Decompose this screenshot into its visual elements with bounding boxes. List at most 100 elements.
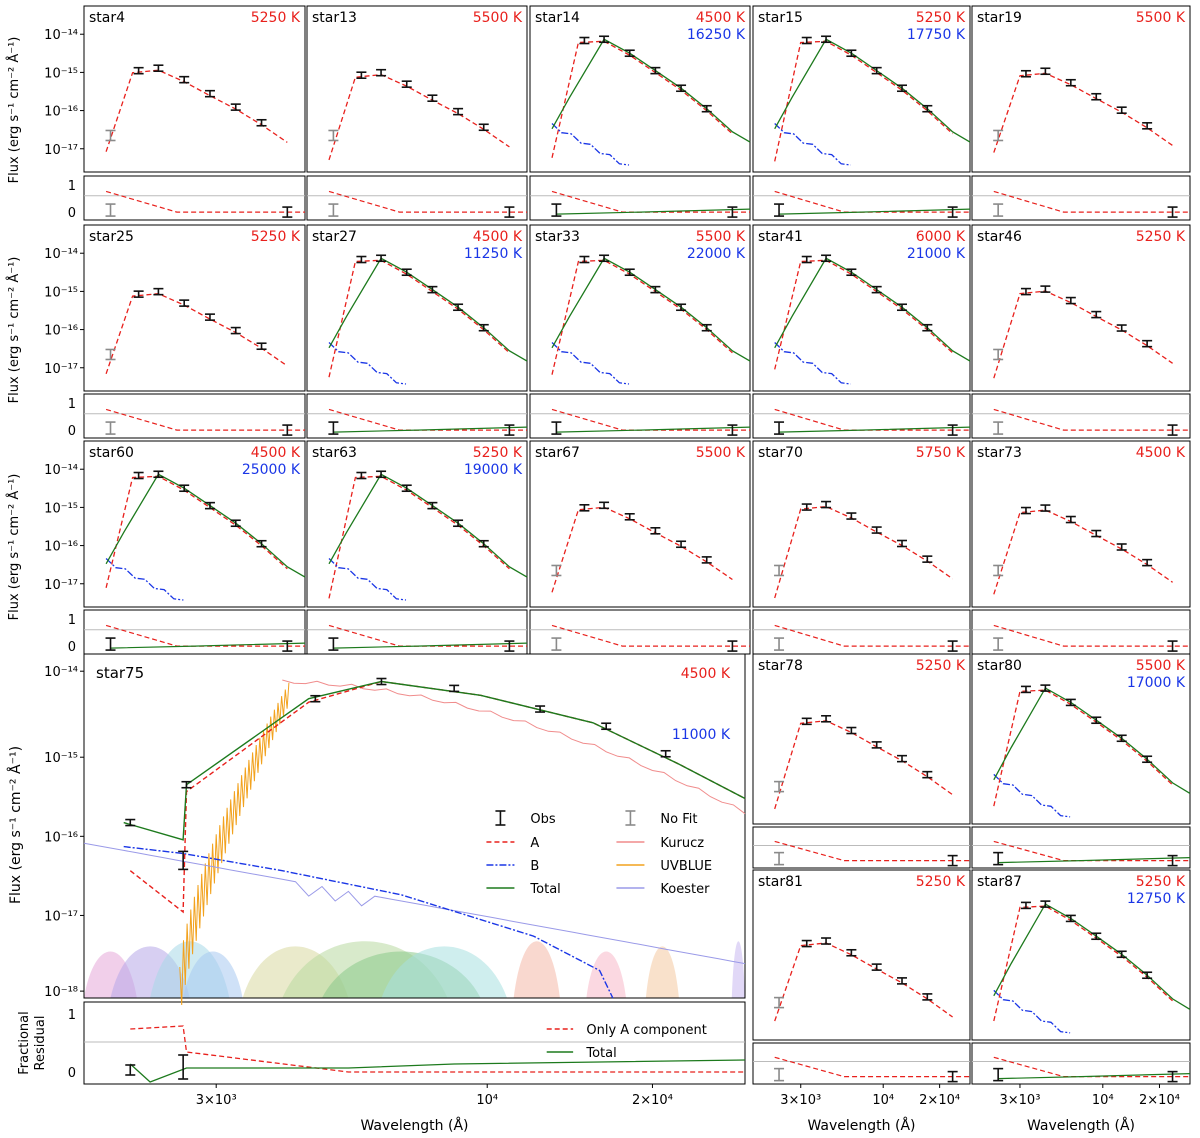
- star80-obs-point: [1020, 685, 1031, 694]
- star15-residual-total: [778, 208, 971, 215]
- star60-obs-point: [153, 470, 164, 479]
- star27-label: star27: [312, 229, 357, 245]
- star87-obs-point: [1040, 900, 1051, 908]
- star41-residual-total: [778, 426, 971, 433]
- filter-band: [513, 941, 560, 998]
- star15-model-b: [774, 123, 851, 166]
- star4-residual-a: [105, 190, 305, 213]
- star87-label: star87: [977, 874, 1022, 890]
- star14-temp-a: 4500 K: [696, 10, 746, 26]
- star67-obs-point: [579, 504, 590, 512]
- star78-obs-point: [897, 754, 908, 763]
- star60-residual-point: [105, 637, 116, 651]
- star27-residual-total: [333, 426, 528, 433]
- star81-model-a: [774, 942, 953, 1022]
- y-tick-label: 10⁻¹⁴: [44, 463, 78, 478]
- star15-label: star15: [758, 10, 803, 26]
- star87-residual-point: [993, 1067, 1004, 1082]
- star70-residual-point: [774, 637, 785, 651]
- koester-spectrum: [83, 842, 746, 965]
- star73-obs-point: [1040, 504, 1051, 512]
- star63-label: star63: [312, 445, 357, 461]
- star75-obs-point: [310, 694, 321, 703]
- star70-obs-point: [897, 539, 908, 548]
- x-tick-label: 2×10⁴: [632, 1093, 673, 1108]
- star14-model-total: [551, 38, 751, 143]
- star27-obs-point: [376, 254, 387, 263]
- star75-obs-point: [178, 850, 189, 871]
- star13-obs-point: [453, 107, 464, 116]
- star80-temp-b: 17000 K: [1127, 675, 1186, 691]
- star73-obs-point: [1142, 558, 1153, 567]
- star19-panel: star19 5500 K: [971, 5, 1191, 221]
- star73-nofit-point: [993, 564, 1004, 577]
- star33-label: star33: [535, 229, 580, 245]
- star73-obs-point: [1116, 543, 1127, 551]
- star78-residual-point: [947, 854, 958, 867]
- star46-residual-point: [1167, 424, 1178, 436]
- star27-obs-point: [401, 268, 412, 277]
- star80-temp-a: 5500 K: [1136, 658, 1186, 674]
- star87-residual-total: [998, 1073, 1191, 1080]
- star27-temp-a: 4500 K: [473, 229, 523, 245]
- star73-residual-point: [993, 637, 1004, 651]
- legend-entry: A: [530, 836, 539, 851]
- star70-model-a: [774, 505, 953, 599]
- star87-obs-point: [1020, 901, 1031, 910]
- star60-obs-point: [256, 539, 267, 548]
- res-tick-label: 1: [68, 1008, 76, 1023]
- star75-panel: star75 4500 K 11000 K 10⁻¹⁴ 10⁻¹⁵ 10⁻¹⁶ 10⁻¹⁷ 1…: [44, 653, 746, 1134]
- star46-obs-point: [1065, 296, 1076, 305]
- star75-residual-a: [130, 1025, 745, 1073]
- star46-residual-a: [993, 408, 1190, 431]
- legend-res-a: Only A component: [586, 1023, 706, 1038]
- star46-nofit-point: [993, 348, 1004, 361]
- res-tick-label: 0: [68, 640, 76, 655]
- star60-temp-b: 25000 K: [242, 462, 301, 478]
- star67-obs-point: [701, 556, 712, 564]
- star78-panel: star78 5250 K: [752, 653, 971, 869]
- star73-residual-point: [1167, 640, 1178, 652]
- star73-model-a: [993, 509, 1173, 595]
- star19-label: star19: [977, 10, 1022, 26]
- star41-model-a: [774, 259, 954, 370]
- star46-obs-point: [1020, 287, 1031, 296]
- star13-obs-point: [356, 71, 367, 79]
- star75-obs-point: [601, 722, 612, 731]
- star25-obs-point: [230, 326, 241, 335]
- star13-obs-point: [376, 68, 387, 77]
- star81-obs-point: [801, 939, 812, 948]
- star33-obs-point: [579, 255, 590, 264]
- flux-axis-label: Flux (erg s⁻¹ cm⁻² Å⁻¹): [6, 37, 22, 184]
- star75-temp-a: 4500 K: [681, 666, 731, 682]
- star14-obs-point: [599, 35, 610, 44]
- star15-obs-point: [846, 49, 857, 58]
- star73-obs-point: [1091, 529, 1102, 538]
- star87-temp-a: 5250 K: [1136, 874, 1186, 890]
- star25-obs-point: [204, 313, 215, 321]
- star78-obs-point: [922, 770, 933, 779]
- star25-residual-point: [105, 421, 116, 435]
- star80-residual-a: [993, 840, 1190, 862]
- filter-band: [731, 941, 745, 998]
- star41-temp-b: 21000 K: [907, 246, 966, 262]
- flux-axis-label: Flux (erg s⁻¹ cm⁻² Å⁻¹): [6, 474, 22, 621]
- y-tick-label: 10⁻¹⁷: [44, 578, 78, 593]
- star75-residual-point: [178, 1054, 189, 1080]
- star14-obs-point: [624, 49, 635, 58]
- flux-axis-label: Flux (erg s⁻¹ cm⁻² Å⁻¹): [7, 746, 24, 904]
- star25-nofit-point: [105, 348, 116, 361]
- star14-obs-point: [650, 66, 661, 75]
- star78-nofit-point: [774, 780, 785, 793]
- star33-model-a: [551, 259, 733, 375]
- y-tick-label: 10⁻¹⁷: [44, 362, 78, 377]
- star13-residual-point: [504, 206, 515, 218]
- star27-obs-point: [427, 285, 438, 294]
- star41-obs-point: [846, 268, 857, 277]
- filter-band: [381, 946, 508, 998]
- star41-obs-point: [821, 254, 832, 263]
- star46-label: star46: [977, 229, 1022, 245]
- star13-temp-a: 5500 K: [473, 10, 523, 26]
- star63-residual-point: [504, 640, 515, 652]
